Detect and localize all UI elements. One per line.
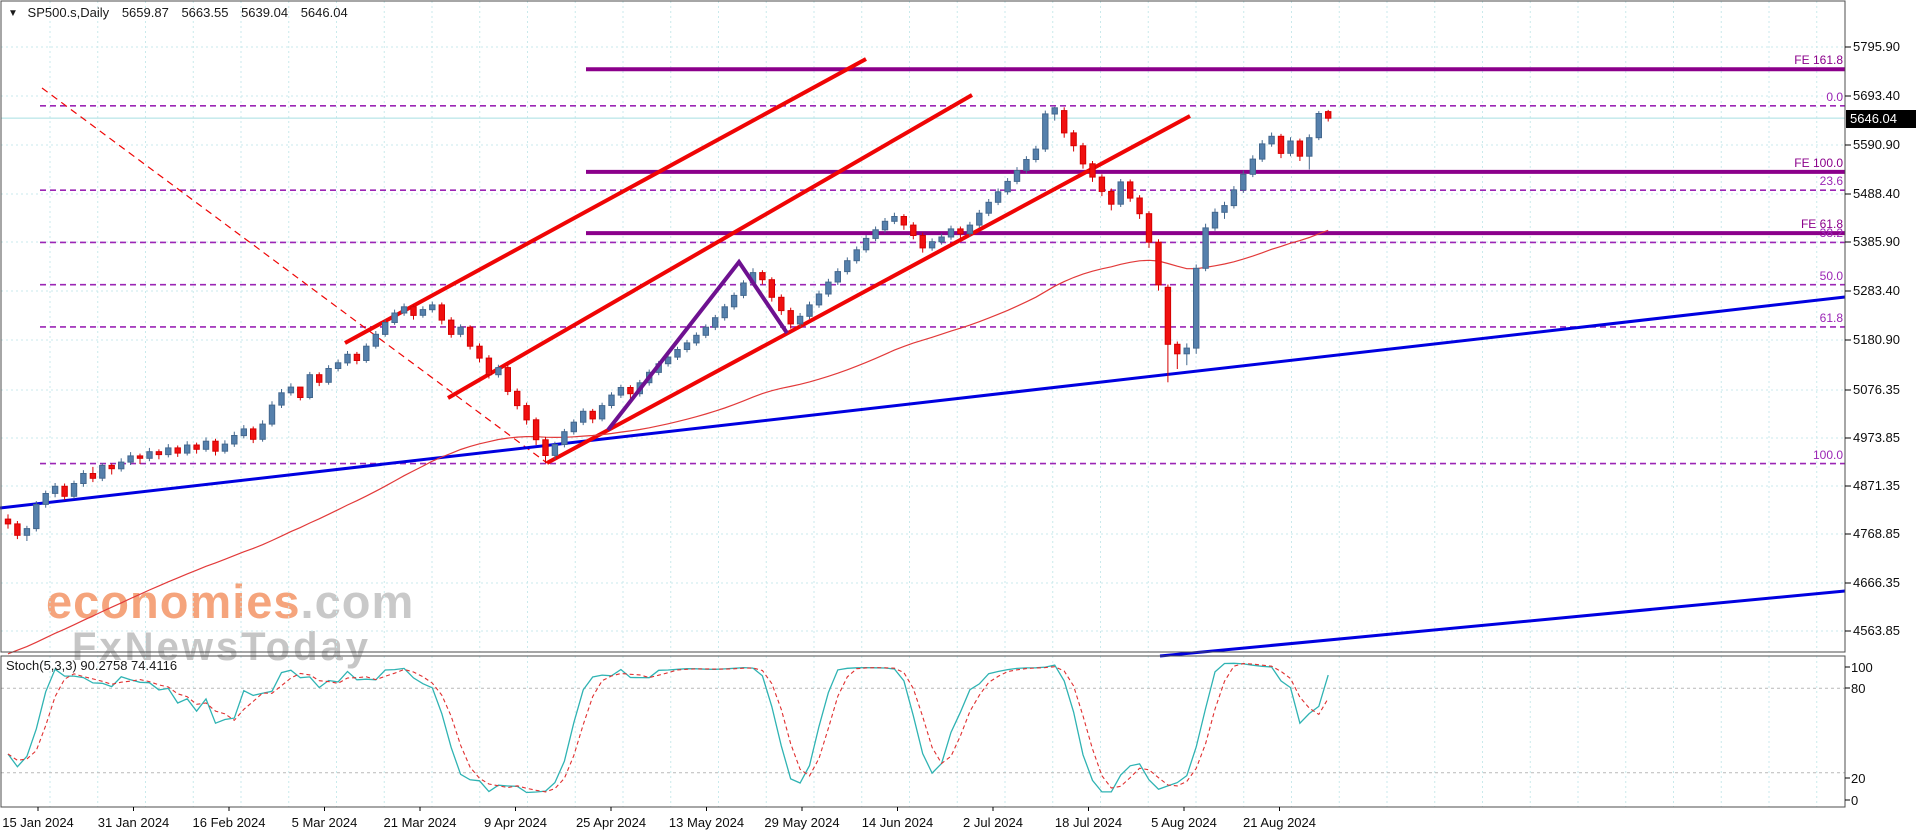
price-axis-label: 5693.40 [1853,88,1900,103]
collapse-triangle-icon[interactable]: ▼ [8,8,18,19]
moving-average-line [7,229,1329,655]
fib-retracement-label: 23.6 [1819,174,1843,189]
date-axis-label: 15 Jan 2024 [2,815,74,830]
price-axis-label: 5795.90 [1853,39,1900,54]
price-axis-label: 4973.85 [1853,430,1900,445]
channel-line-middle[interactable] [446,93,974,400]
date-axis-label: 18 Jul 2024 [1054,815,1123,830]
fib-retracement-lines[interactable] [40,105,1845,465]
quote-high: 5663.55 [181,5,229,20]
date-axis-label: 5 Aug 2024 [1151,815,1217,830]
fib-retracement-label: 50.0 [1819,268,1843,283]
fib-extension-label: FE 161.8 [1794,53,1843,68]
abc-zigzag[interactable] [606,258,789,432]
fib-extension-label: FE 100.0 [1794,155,1843,170]
stochastic-indicator [1,662,1845,794]
watermark-brand: economies [46,575,301,628]
price-axis-label: 5590.90 [1853,137,1900,152]
date-axis-label: 5 Mar 2024 [291,815,358,830]
date-axis-label: 2 Jul 2024 [963,815,1023,830]
price-axis-label: 5076.35 [1853,382,1900,397]
fib-retracement-label: 0.0 [1826,89,1843,104]
price-axis-label: 4666.35 [1853,575,1900,590]
stochastic-d-line [7,663,1329,793]
date-axis-label: 14 Jun 2024 [861,815,934,830]
channel-line-upper[interactable] [344,57,867,345]
date-axis-label: 16 Feb 2024 [192,815,266,830]
stochastic-scale-label: 20 [1851,771,1866,786]
watermark-subbrand: FxNewsToday [72,625,371,669]
quote-low: 5639.04 [241,5,289,20]
quote-header: ▼ SP500.s,Daily 5659.87 5663.55 5639.04 … [8,5,348,20]
stochastic-scale-label: 80 [1851,681,1866,696]
support-trendline-major[interactable] [0,295,1846,510]
price-axis-label: 5385.90 [1853,234,1900,249]
watermark: economies.com FxNewsToday [46,578,414,667]
fib-retracement-label: 38.2 [1819,226,1843,241]
fib-retracement-label: 100.0 [1812,447,1843,462]
date-axis-label: 9 Apr 2024 [484,815,547,830]
price-axis-label: 4871.35 [1853,478,1900,493]
date-axis-label: 13 May 2024 [668,815,745,830]
stochastic-scale-label: 0 [1851,793,1859,808]
price-axis-label: 4563.85 [1853,623,1900,638]
quote-close: 5646.04 [300,5,348,20]
candlesticks [4,106,1332,541]
panel-borders [0,0,1851,811]
stochastic-k-line [7,662,1329,794]
price-axis-label: 4768.85 [1853,526,1900,541]
price-axis-label: 5283.40 [1853,283,1900,298]
date-axis-label: 29 May 2024 [764,815,840,830]
indicator-label: Stoch(5,3,3) 90.2758 74.4116 [6,658,178,673]
price-axis-label: 5488.40 [1853,186,1900,201]
symbol-timeframe: SP500.s,Daily [27,5,110,20]
current-price-tag: 5646.04 [1846,110,1916,128]
stochastic-scale-label: 100 [1851,660,1873,675]
fib-retracement-label: 61.8 [1819,310,1843,325]
fib-extension-label: FE 61.8 [1800,217,1843,232]
date-axis-label: 31 Jan 2024 [97,815,170,830]
fib-extension-lines[interactable] [586,67,1845,236]
date-axis-label: 25 Apr 2024 [575,815,647,830]
date-axis-label: 21 Mar 2024 [383,815,457,830]
date-axis-label: 21 Aug 2024 [1242,815,1317,830]
watermark-brand-suffix: .com [300,575,415,628]
resistance-dashed-line[interactable] [41,87,548,464]
support-trendline-lower[interactable] [1159,589,1846,658]
price-axis-label: 5180.90 [1853,332,1900,347]
channel-line-lower[interactable] [546,114,1191,465]
quote-open: 5659.87 [121,5,169,20]
